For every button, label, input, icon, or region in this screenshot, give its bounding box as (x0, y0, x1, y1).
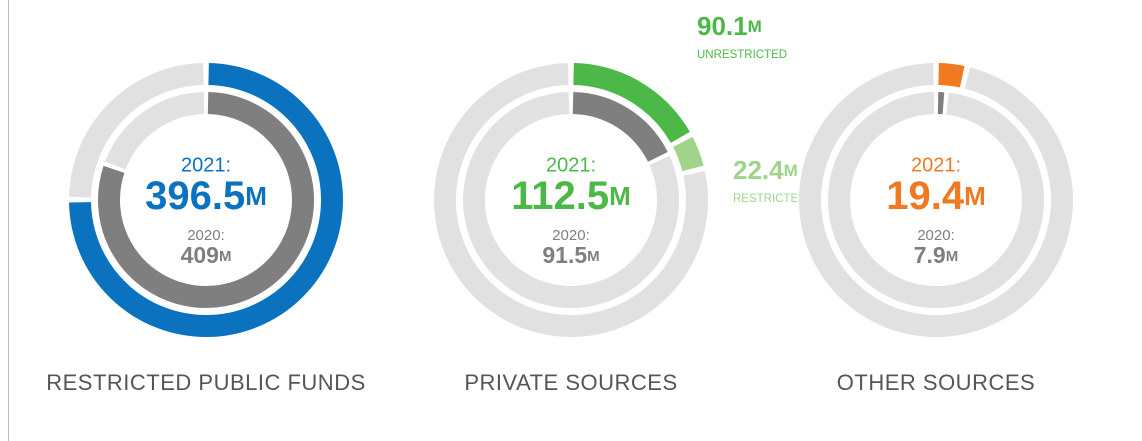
chart-title: RESTRICTED PUBLIC FUNDS (46, 370, 366, 395)
total-number: 19.4 (886, 174, 965, 218)
segment-unit: M (784, 161, 798, 180)
total-unit: M (587, 248, 600, 265)
total-unit: M (609, 181, 631, 211)
total-value: 91.5M (542, 242, 599, 268)
total-unit: M (245, 181, 267, 211)
year-label: 2020: (552, 227, 590, 244)
total-value: 7.9M (914, 242, 958, 268)
segment-number: 90.1 (697, 11, 748, 41)
total-number: 112.5 (511, 174, 609, 218)
total-unit: M (946, 248, 959, 265)
ring-segment (572, 92, 668, 163)
ring-background (799, 63, 1073, 337)
segment-label: UNRESTRICTED (697, 49, 787, 61)
segment-label: RESTRICTED (733, 193, 806, 205)
ring-segment (98, 92, 314, 308)
total-number: 7.9 (914, 242, 946, 268)
segment-unit: M (748, 17, 762, 36)
year-label: 2020: (917, 227, 955, 244)
total-number: 91.5 (542, 242, 587, 268)
ring-background (828, 92, 1044, 308)
ring-background (463, 92, 679, 308)
year-label: 2020: (187, 227, 225, 244)
total-value: 112.5M (511, 174, 631, 218)
ring-background (105, 92, 205, 170)
total-number: 396.5 (145, 174, 245, 218)
year-label: 2021: (546, 154, 596, 176)
segment-value: 90.1M (697, 11, 762, 41)
segment-number: 22.4 (733, 155, 784, 185)
total-number: 409 (181, 242, 219, 268)
chart-title: OTHER SOURCES (837, 370, 1035, 395)
ring-background (434, 63, 708, 337)
total-value: 19.4M (886, 174, 986, 218)
year-label: 2021: (181, 154, 231, 176)
ring-segment (938, 63, 965, 88)
total-unit: M (964, 181, 986, 211)
year-label: 2021: (911, 154, 961, 176)
total-unit: M (219, 248, 232, 265)
total-value: 396.5M (145, 174, 267, 218)
chart-title: PRIVATE SOURCES (464, 370, 677, 395)
ring-segment (573, 63, 690, 144)
ring-segment (69, 63, 343, 337)
total-value: 409M (181, 242, 232, 268)
segment-value: 22.4M (733, 155, 798, 185)
ring-background (69, 63, 204, 198)
ring-segment (672, 136, 704, 172)
